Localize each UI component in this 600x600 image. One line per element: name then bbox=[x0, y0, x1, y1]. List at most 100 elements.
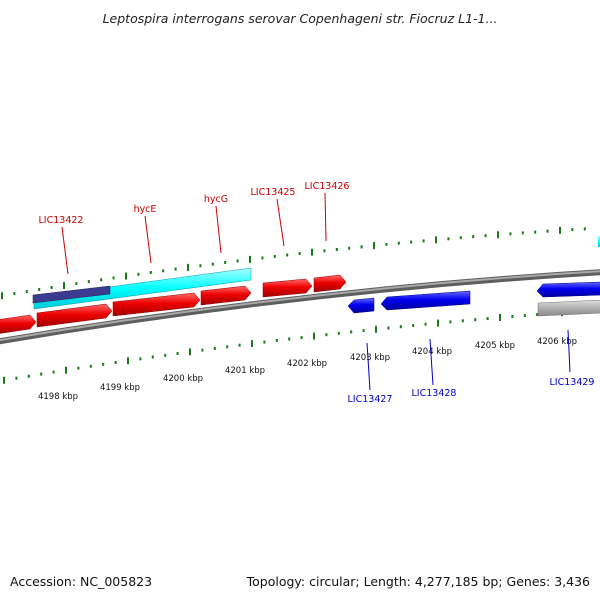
gene-arrow-LIC13425[interactable] bbox=[262, 278, 313, 298]
minor-tick bbox=[509, 232, 512, 236]
minor-tick bbox=[114, 361, 117, 364]
minor-tick bbox=[236, 259, 239, 263]
major-tick bbox=[65, 366, 67, 374]
major-tick bbox=[313, 332, 315, 340]
major-tick bbox=[125, 272, 127, 280]
accession-text: Accession: NC_005823 bbox=[10, 574, 152, 589]
forward-genes bbox=[0, 274, 347, 334]
gene-arrow-LIC13428[interactable] bbox=[380, 290, 471, 311]
minor-tick bbox=[571, 228, 574, 232]
minor-tick bbox=[472, 235, 475, 239]
cds-feature[interactable] bbox=[33, 267, 252, 310]
major-tick bbox=[373, 242, 375, 250]
minor-tick bbox=[102, 362, 105, 366]
minor-tick bbox=[226, 345, 229, 349]
minor-tick bbox=[261, 256, 264, 260]
gene-arrow-LIC13422[interactable] bbox=[36, 303, 113, 328]
scale-label: 4199 kbp bbox=[100, 383, 140, 393]
minor-tick bbox=[447, 237, 450, 241]
minor-tick bbox=[112, 276, 115, 280]
reverse-gene-labels: LIC13427 LIC13428 LIC13429 bbox=[348, 377, 595, 405]
minor-tick bbox=[412, 324, 415, 327]
gene-arrow-hycE[interactable] bbox=[112, 292, 201, 317]
minor-tick bbox=[40, 372, 43, 376]
minor-tick bbox=[484, 234, 487, 238]
minor-tick bbox=[387, 326, 390, 330]
minor-tick bbox=[521, 231, 524, 235]
minor-tick bbox=[348, 246, 351, 250]
minor-tick bbox=[137, 272, 140, 276]
major-tick bbox=[499, 314, 501, 321]
minor-tick bbox=[385, 242, 388, 246]
scale-labels: 4198 kbp 4199 kbp 4200 kbp 4201 kbp 4202… bbox=[38, 337, 577, 402]
minor-tick bbox=[337, 331, 340, 335]
minor-tick bbox=[298, 252, 301, 255]
gene-label-LIC13428[interactable]: LIC13428 bbox=[412, 388, 457, 399]
major-tick bbox=[63, 282, 65, 289]
scale-label: 4205 kbp bbox=[475, 341, 515, 351]
major-tick bbox=[3, 376, 5, 384]
gene-label-hycG[interactable]: hycG bbox=[204, 194, 228, 205]
minor-tick bbox=[486, 317, 489, 321]
minor-tick bbox=[164, 353, 167, 357]
minor-tick bbox=[50, 286, 53, 289]
gene-label-LIC13422[interactable]: LIC13422 bbox=[39, 215, 84, 226]
tick-track-reverse bbox=[3, 309, 588, 384]
scale-label: 4203 kbp bbox=[350, 353, 390, 363]
minor-tick bbox=[323, 249, 326, 253]
minor-tick bbox=[275, 339, 278, 342]
gene-label-LIC13426[interactable]: LIC13426 bbox=[305, 181, 350, 192]
pseudo-gene-feature[interactable] bbox=[537, 299, 600, 317]
genome-backbone bbox=[0, 269, 600, 345]
gene-arrow-LIC13427[interactable] bbox=[347, 297, 375, 314]
minor-tick bbox=[52, 370, 55, 374]
minor-tick bbox=[583, 227, 586, 231]
minor-tick bbox=[213, 347, 216, 350]
scale-label: 4200 kbp bbox=[163, 374, 203, 384]
reverse-label-lines bbox=[366, 329, 571, 391]
major-tick bbox=[127, 357, 129, 365]
scale-label: 4198 kbp bbox=[38, 392, 78, 402]
minor-tick bbox=[87, 280, 90, 284]
gene-feature-dark[interactable] bbox=[32, 285, 111, 304]
minor-tick bbox=[474, 318, 477, 322]
minor-tick bbox=[350, 330, 353, 334]
minor-tick bbox=[300, 336, 303, 340]
minor-tick bbox=[360, 245, 363, 249]
major-tick bbox=[437, 319, 439, 327]
minor-tick bbox=[162, 269, 165, 273]
minor-tick bbox=[461, 319, 464, 323]
major-tick bbox=[435, 236, 437, 244]
forward-gene-labels: LIC13422 hycE hycG LIC13425 LIC13426 bbox=[39, 181, 350, 226]
minor-tick bbox=[424, 322, 427, 326]
minor-tick bbox=[149, 271, 152, 274]
minor-tick bbox=[288, 337, 291, 341]
minor-tick bbox=[534, 230, 537, 234]
gene-arrow-LIC13426[interactable] bbox=[313, 274, 347, 293]
minor-tick bbox=[224, 261, 227, 264]
minor-tick bbox=[201, 348, 204, 352]
minor-tick bbox=[238, 343, 241, 347]
minor-tick bbox=[174, 267, 177, 271]
major-tick bbox=[375, 325, 377, 333]
reverse-genes bbox=[347, 281, 600, 317]
gene-label-LIC13427[interactable]: LIC13427 bbox=[348, 394, 393, 405]
minor-tick bbox=[75, 282, 78, 286]
gene-arrow-LIC13429[interactable] bbox=[536, 281, 600, 298]
minor-tick bbox=[151, 355, 154, 359]
minor-tick bbox=[325, 333, 328, 337]
minor-tick bbox=[89, 364, 92, 368]
gene-arrow-left-partial[interactable] bbox=[0, 314, 37, 334]
minor-tick bbox=[199, 264, 202, 268]
map-title: Leptospira interrogans serovar Copenhage… bbox=[103, 11, 498, 26]
minor-tick bbox=[536, 313, 539, 316]
minor-tick bbox=[410, 240, 413, 244]
tick-track-forward bbox=[1, 226, 586, 300]
gene-label-LIC13429[interactable]: LIC13429 bbox=[550, 377, 595, 388]
minor-tick bbox=[27, 374, 30, 378]
major-tick bbox=[311, 248, 313, 256]
gene-label-LIC13425[interactable]: LIC13425 bbox=[251, 187, 296, 198]
gene-label-hycE[interactable]: hycE bbox=[134, 204, 157, 215]
gene-arrow-hycG[interactable] bbox=[200, 285, 252, 306]
